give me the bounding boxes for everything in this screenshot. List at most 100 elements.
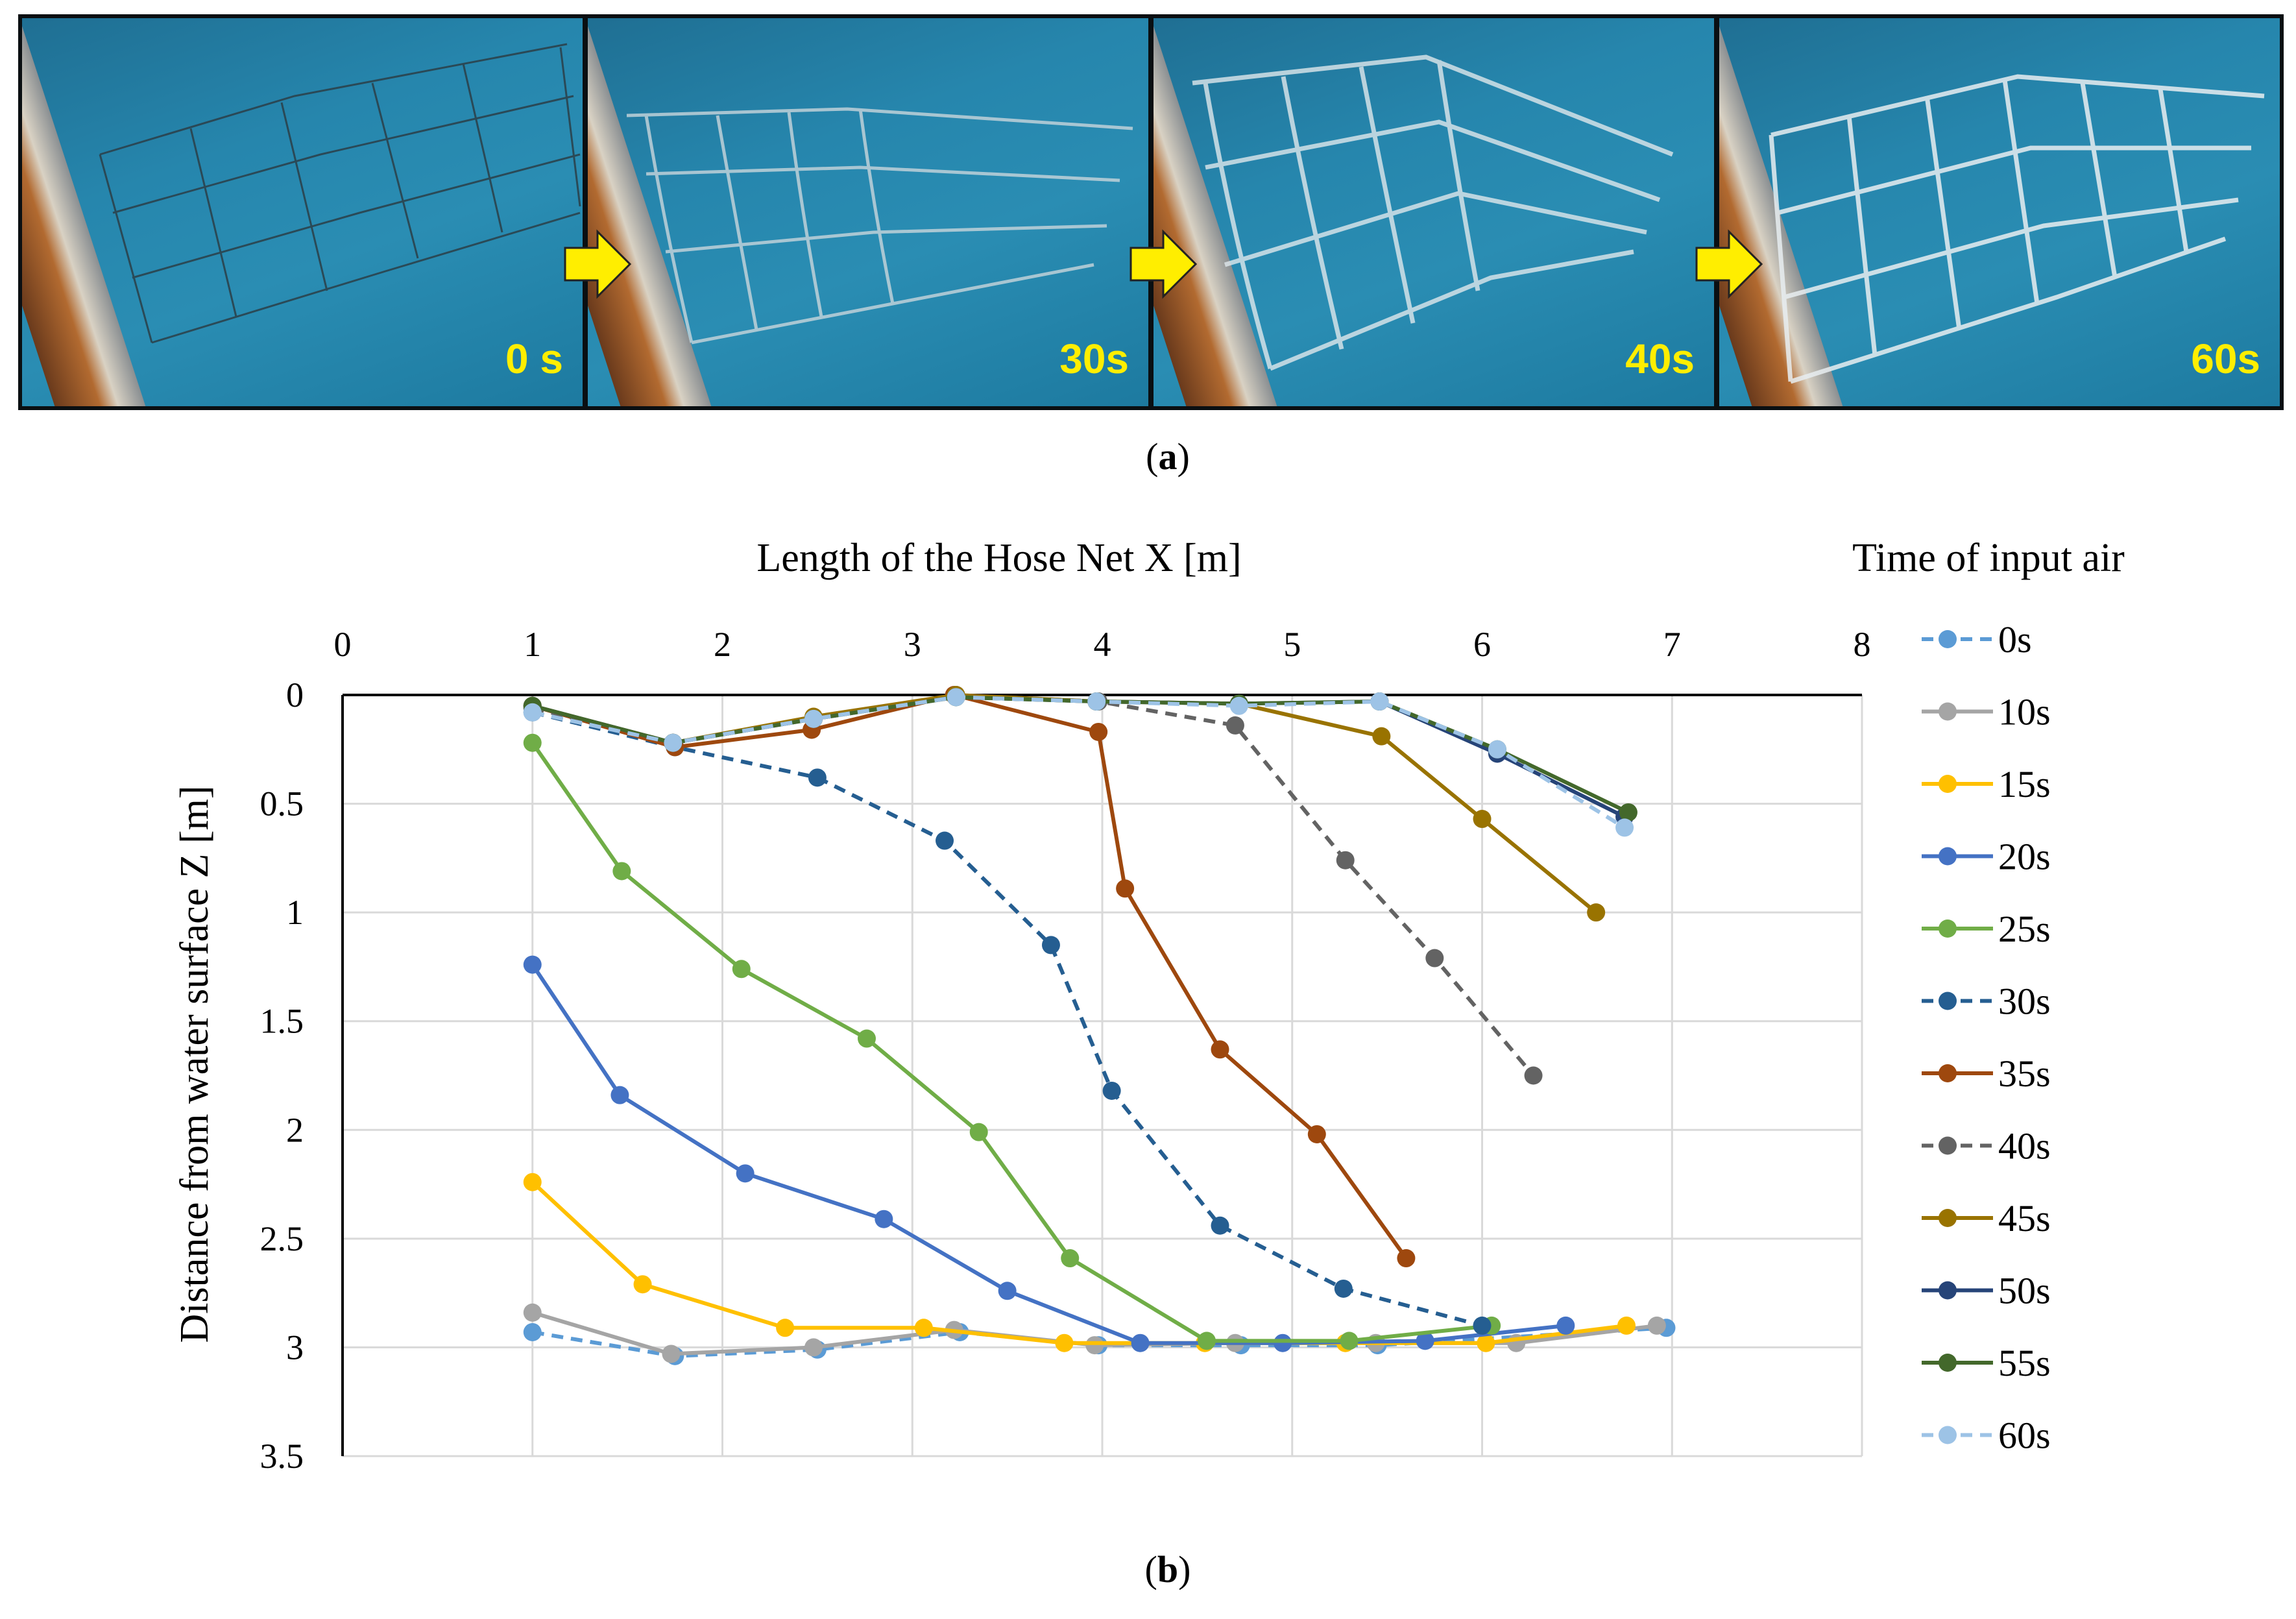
hose-net-illustration (626, 107, 1133, 345)
data-point-25s (732, 960, 751, 979)
legend-label-40s: 40s (1998, 1125, 2051, 1167)
data-point-20s (523, 955, 542, 974)
caption-b: (b) (1144, 1548, 1191, 1590)
y-tick-label: 0 (286, 676, 304, 714)
data-point-40s (1524, 1066, 1543, 1085)
data-point-10s (1647, 1316, 1666, 1335)
data-point-60s (523, 703, 542, 722)
series-line-60s (532, 695, 1626, 829)
data-point-0s (523, 1322, 542, 1341)
data-point-60s (947, 688, 965, 707)
y-tick-label: 1.5 (260, 1002, 304, 1041)
legend-label-30s: 30s (1998, 980, 2051, 1023)
legend-marker-15s (1939, 775, 1957, 793)
data-point-10s (804, 1338, 823, 1357)
x-tick-label: 0 (334, 625, 352, 664)
axes: 0 1 2 3 4 5 6 7 8 0 0.5 1 1.5 2 2.5 3 3.5 (260, 625, 1871, 1476)
arrow-right-icon (1695, 229, 1763, 299)
hose-net-illustration (1192, 55, 1674, 371)
y-tick-label: 2.5 (260, 1219, 304, 1258)
legend-label-60s: 60s (1998, 1415, 2051, 1457)
data-point-60s (804, 709, 823, 728)
data-point-25s (523, 733, 542, 752)
data-point-25s (969, 1123, 988, 1141)
series-line-50s (531, 695, 1626, 819)
x-axis-title: Length of the Hose Net X [m] (756, 536, 1241, 580)
legend-marker-30s (1939, 992, 1957, 1010)
caption-a: (a) (1146, 435, 1190, 478)
series-line-30s (532, 710, 1483, 1328)
arrow-right-icon (564, 229, 632, 299)
data-point-40s (1425, 949, 1444, 968)
y-tick-label: 3 (286, 1328, 304, 1367)
x-tick-label: 7 (1663, 625, 1681, 664)
legend-label-20s: 20s (1998, 836, 2051, 878)
x-tick-label: 8 (1854, 625, 1871, 664)
data-point-15s (776, 1319, 795, 1337)
data-point-25s (1340, 1332, 1359, 1350)
photo-stamp: 40s (1625, 335, 1695, 382)
data-point-60s (1087, 692, 1106, 711)
data-point-55s (1619, 803, 1637, 822)
data-point-35s (1116, 879, 1135, 898)
legend-label-0s: 0s (1998, 618, 2032, 661)
data-point-15s (1477, 1333, 1495, 1352)
data-point-25s (857, 1029, 876, 1048)
caption-b-letter: b (1157, 1548, 1179, 1590)
photo-strip: 0 s 30s 40s (18, 14, 2284, 410)
data-point-20s (1131, 1333, 1150, 1352)
data-point-40s (1226, 716, 1244, 735)
legend-marker-20s (1939, 847, 1957, 866)
legend-title: Time of input air (1852, 536, 2125, 580)
legend-marker-35s (1939, 1064, 1957, 1082)
legend-label-50s: 50s (1998, 1270, 2051, 1312)
data-point-10s (1085, 1336, 1104, 1355)
data-point-20s (998, 1282, 1017, 1300)
data-point-10s (662, 1345, 681, 1363)
legend-marker-0s (1939, 630, 1957, 648)
legend-marker-55s (1939, 1354, 1957, 1372)
legend-label-55s: 55s (1998, 1342, 2051, 1384)
data-point-15s (633, 1275, 652, 1294)
photo-stamp: 60s (2191, 335, 2260, 382)
legend-label-45s: 45s (1998, 1197, 2051, 1239)
data-point-15s (1055, 1333, 1074, 1352)
x-tick-label: 5 (1283, 625, 1301, 664)
x-tick-label: 3 (904, 625, 921, 664)
data-point-45s (1587, 903, 1606, 922)
data-point-25s (612, 862, 631, 881)
data-point-60s (1229, 696, 1248, 715)
data-point-30s (808, 768, 827, 787)
data-point-25s (1061, 1249, 1080, 1268)
data-point-30s (1102, 1081, 1121, 1100)
data-point-20s (1556, 1316, 1575, 1335)
data-point-20s (736, 1164, 755, 1183)
photo-panel-0s: 0 s (22, 18, 583, 406)
data-point-10s (523, 1303, 542, 1322)
data-point-15s (914, 1319, 933, 1337)
legend-marker-50s (1939, 1281, 1957, 1300)
data-point-35s (1211, 1040, 1229, 1059)
series-lines (523, 686, 1676, 1365)
y-tick-label: 2 (286, 1110, 304, 1149)
data-point-15s (1617, 1316, 1636, 1335)
photo-panel-40s: 40s (1154, 18, 1714, 406)
y-tick-label: 3.5 (260, 1437, 304, 1476)
series-line-35s (531, 693, 1408, 1260)
legend-label-10s: 10s (1998, 691, 2051, 733)
photo-panel-30s: 30s (588, 18, 1148, 406)
legend-label-35s: 35s (1998, 1053, 2051, 1095)
data-point-30s (1473, 1316, 1492, 1335)
photo-panel-60s: 60s (1719, 18, 2280, 406)
series-line-55s (531, 695, 1630, 814)
arrow-right-icon (1130, 229, 1198, 299)
legend-label-25s: 25s (1998, 908, 2051, 950)
hose-net-illustration (99, 43, 581, 344)
data-point-40s (1336, 851, 1355, 870)
data-point-20s (610, 1086, 629, 1104)
data-point-20s (1416, 1332, 1434, 1350)
x-tick-label: 1 (524, 625, 541, 664)
data-point-45s (1372, 727, 1391, 746)
data-point-30s (936, 831, 954, 850)
